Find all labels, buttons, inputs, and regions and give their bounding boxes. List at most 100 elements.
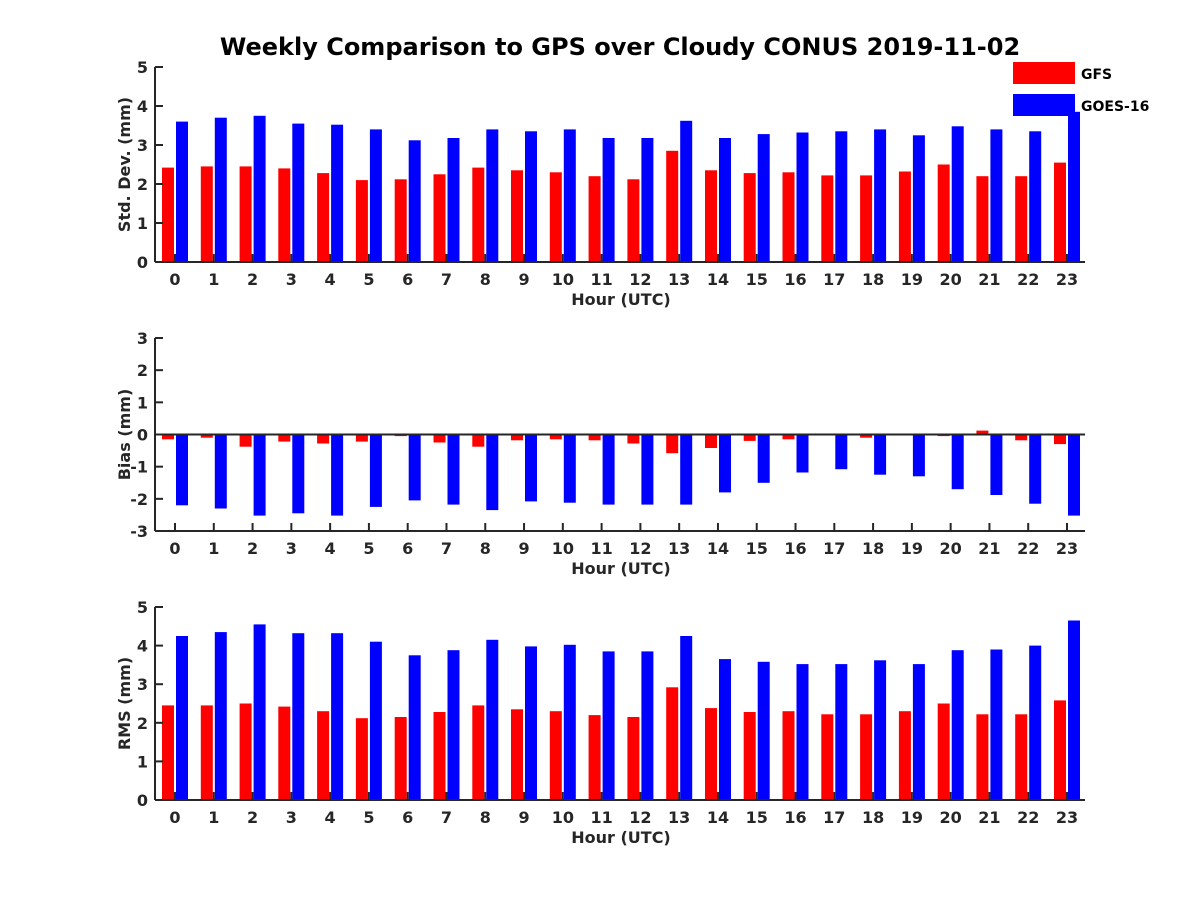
x-tick-label: 1: [208, 808, 219, 827]
bar-goes16-hour-0: [176, 636, 188, 800]
bar-goes16-hour-19: [912, 135, 925, 263]
x-tick-label: 22: [1017, 808, 1039, 827]
bar-gfs-hour-12: [627, 179, 640, 262]
x-tick-label: 10: [552, 270, 574, 289]
x-tick-label: 20: [940, 808, 962, 827]
x-tick-label: 21: [978, 270, 1000, 289]
bar-goes16-hour-1: [214, 117, 227, 262]
y-tick-label: 2: [137, 714, 148, 733]
bar-gfs-hour-6: [394, 717, 407, 800]
legend: GFS GOES-16: [1013, 62, 1149, 116]
bar-goes16-hour-12: [641, 434, 654, 505]
bar-gfs-hour-9: [511, 170, 523, 262]
bar-goes16-hour-23: [1068, 111, 1080, 262]
bar-goes16-hour-13: [680, 636, 693, 800]
bar-gfs-hour-6: [394, 179, 407, 262]
bar-gfs-hour-8: [472, 705, 485, 800]
x-tick-label: 2: [247, 808, 258, 827]
x-tick-label: 15: [746, 808, 768, 827]
y-tick-label: -1: [130, 458, 148, 477]
x-tick-label: 8: [480, 539, 491, 558]
x-tick-label: 20: [940, 539, 962, 558]
y-tick-label: 1: [137, 393, 148, 412]
bar-goes16-hour-21: [990, 434, 1003, 495]
bar-gfs-hour-2: [239, 703, 252, 800]
bar-goes16-hour-9: [525, 646, 537, 800]
y-tick-label: 5: [137, 598, 148, 617]
bar-gfs-hour-18: [860, 175, 873, 262]
bar-gfs-hour-1: [200, 705, 213, 800]
x-tick-label: 22: [1017, 539, 1039, 558]
x-tick-label: 4: [325, 808, 336, 827]
bar-goes16-hour-8: [486, 639, 499, 800]
x-tick-label: 3: [286, 539, 297, 558]
y-tick-label: 0: [137, 253, 148, 272]
x-tick-label: 17: [823, 808, 845, 827]
bar-gfs-hour-16: [782, 711, 795, 800]
x-tick-label: 0: [169, 270, 180, 289]
x-tick-label: 3: [286, 270, 297, 289]
bar-goes16-hour-10: [563, 434, 576, 503]
bar-goes16-hour-10: [563, 129, 576, 262]
bar-gfs-hour-11: [588, 715, 601, 800]
y-tick-label: 3: [137, 675, 148, 694]
bar-gfs-hour-17: [821, 175, 834, 262]
x-tick-label: 21: [978, 539, 1000, 558]
bar-goes16-hour-10: [563, 644, 576, 800]
x-tick-label: 20: [940, 270, 962, 289]
bar-gfs-hour-21: [976, 430, 989, 435]
x-tick-label: 1: [208, 539, 219, 558]
bar-goes16-hour-23: [1068, 620, 1080, 800]
x-tick-label: 8: [480, 808, 491, 827]
bar-gfs-hour-12: [627, 717, 640, 800]
bar-goes16-hour-7: [447, 650, 460, 800]
bar-gfs-hour-15: [743, 434, 756, 441]
x-tick-label: 13: [668, 539, 690, 558]
bar-gfs-hour-1: [200, 434, 213, 438]
x-tick-label: 11: [590, 539, 612, 558]
bar-goes16-hour-5: [369, 129, 382, 262]
y-tick-label: -2: [130, 490, 148, 509]
bar-gfs-hour-19: [898, 171, 911, 262]
bar-gfs-hour-4: [317, 173, 330, 262]
x-tick-label: 7: [441, 808, 452, 827]
bar-gfs-hour-22: [1015, 714, 1028, 800]
x-tick-label: 2: [247, 270, 258, 289]
bar-gfs-hour-20: [937, 164, 950, 262]
x-tick-label: 6: [402, 808, 413, 827]
bar-goes16-hour-9: [525, 434, 537, 502]
bar-gfs-hour-23: [1054, 700, 1066, 800]
bar-gfs-hour-9: [511, 434, 523, 441]
x-tick-label: 14: [707, 808, 729, 827]
legend-swatch-goes16: [1013, 94, 1075, 116]
bar-gfs-hour-8: [472, 434, 485, 447]
bar-goes16-hour-9: [525, 131, 537, 262]
bar-goes16-hour-21: [990, 649, 1003, 800]
bar-goes16-hour-20: [951, 126, 964, 262]
bar-gfs-hour-14: [705, 434, 717, 448]
bar-gfs-hour-10: [549, 711, 562, 800]
bar-goes16-hour-3: [292, 633, 305, 800]
x-tick-label: 2: [247, 539, 258, 558]
bar-gfs-hour-5: [355, 718, 368, 800]
x-tick-label: 1: [208, 270, 219, 289]
bar-goes16-hour-11: [602, 138, 615, 262]
x-tick-label: 18: [862, 808, 884, 827]
y-axis-label: Std. Dev. (mm): [115, 97, 134, 232]
bar-goes16-hour-2: [253, 624, 266, 800]
x-tick-label: 19: [901, 539, 923, 558]
bar-gfs-hour-5: [355, 434, 368, 442]
bar-gfs-hour-15: [743, 712, 756, 800]
bar-goes16-hour-11: [602, 434, 615, 505]
x-tick-label: 21: [978, 808, 1000, 827]
x-tick-label: 6: [402, 270, 413, 289]
y-tick-label: 2: [137, 175, 148, 194]
x-tick-label: 16: [784, 808, 806, 827]
bar-gfs-hour-2: [239, 434, 252, 447]
bar-gfs-hour-22: [1015, 434, 1028, 441]
y-tick-label: 0: [137, 426, 148, 445]
x-axis-label: Hour (UTC): [571, 290, 671, 309]
